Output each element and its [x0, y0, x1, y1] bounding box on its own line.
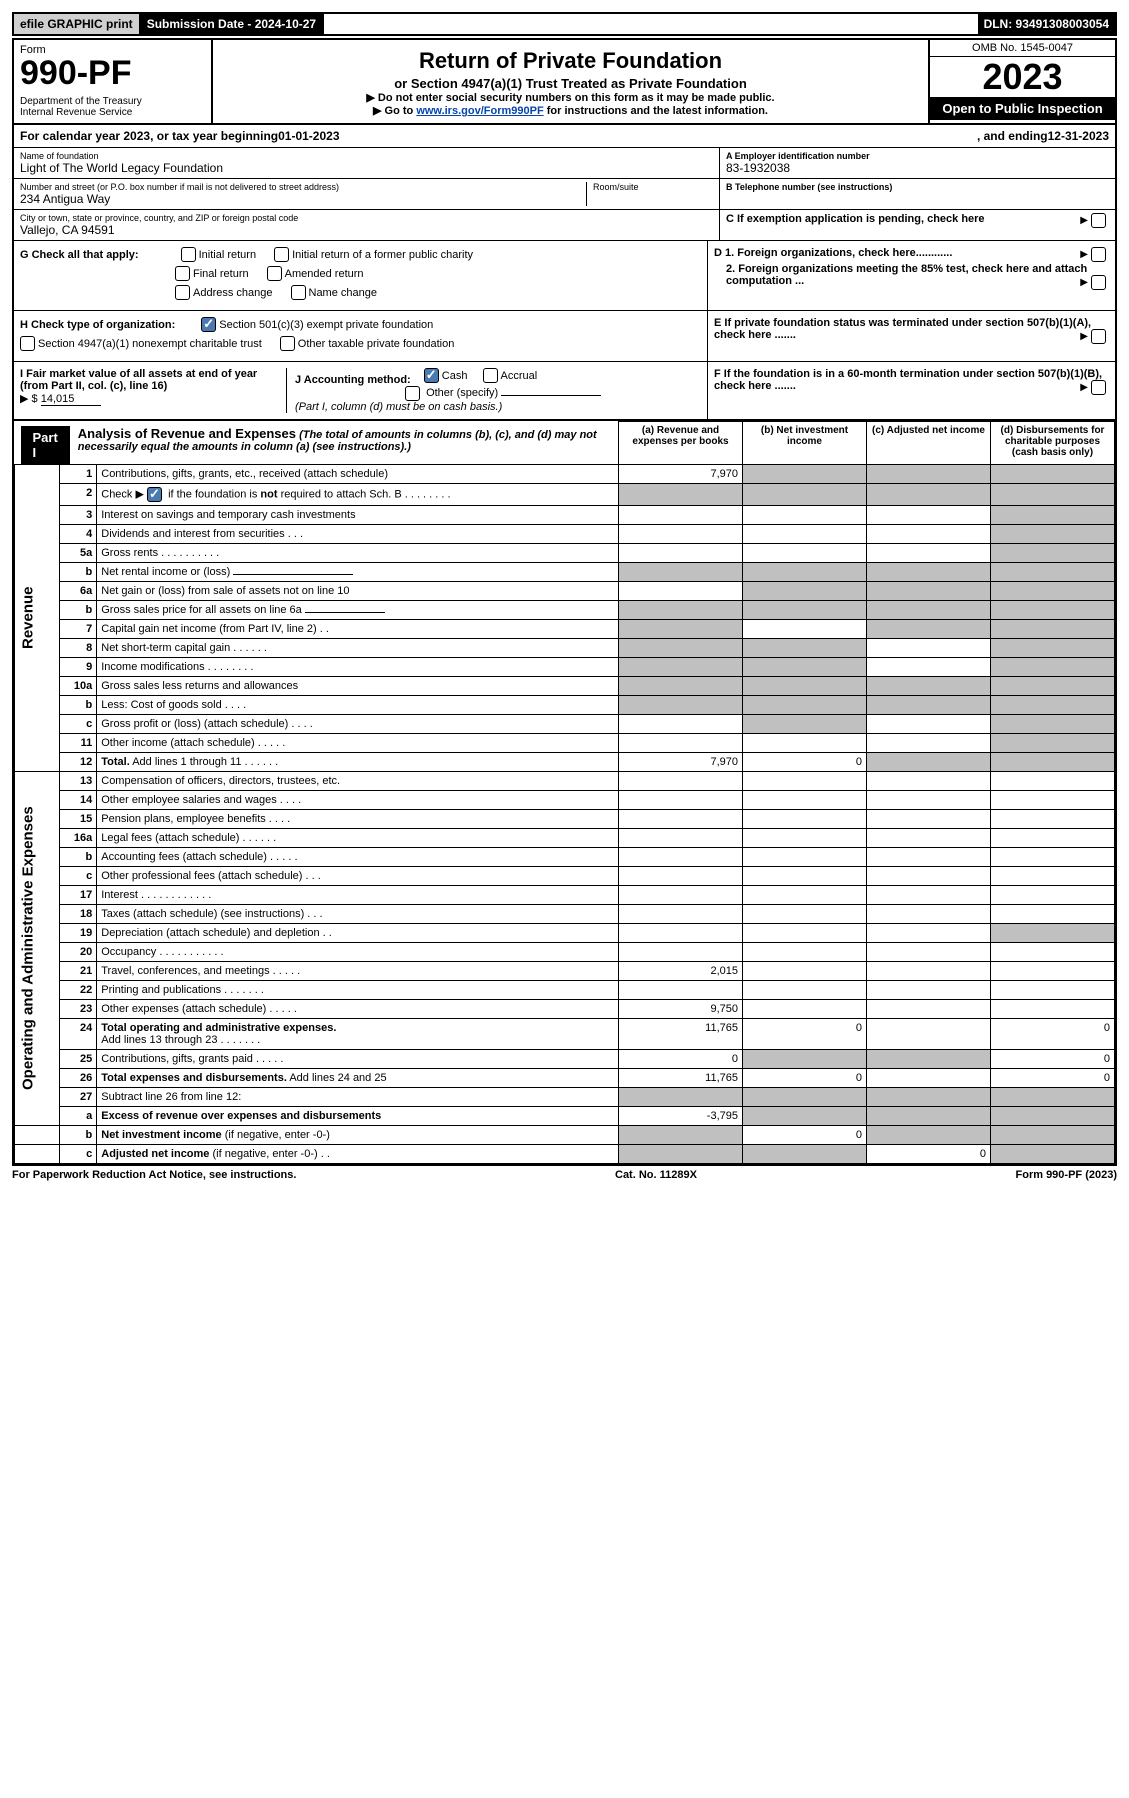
j-cash-checkbox[interactable]	[424, 368, 439, 383]
note-link: ▶ Go to www.irs.gov/Form990PF for instru…	[219, 104, 922, 117]
omb-number: OMB No. 1545-0047	[930, 40, 1115, 57]
r2-checkbox[interactable]	[147, 487, 162, 502]
paperwork-notice: For Paperwork Reduction Act Notice, see …	[12, 1169, 296, 1181]
g-initial-checkbox[interactable]	[181, 247, 196, 262]
g-amended-checkbox[interactable]	[267, 266, 282, 281]
top-bar: efile GRAPHIC print Submission Date - 20…	[12, 12, 1117, 36]
calendar-year-row: For calendar year 2023, or tax year begi…	[14, 125, 1115, 148]
ein-cell: A Employer identification number 83-1932…	[720, 148, 1115, 179]
efile-label: efile GRAPHIC print	[14, 14, 141, 34]
g-final-checkbox[interactable]	[175, 266, 190, 281]
tax-year: 2023	[930, 57, 1115, 97]
h-other-checkbox[interactable]	[280, 336, 295, 351]
g-section: G Check all that apply: Initial return I…	[14, 241, 707, 310]
j-accrual-checkbox[interactable]	[483, 368, 498, 383]
phone-cell: B Telephone number (see instructions)	[720, 179, 1115, 210]
dept-label: Department of the TreasuryInternal Reven…	[20, 96, 205, 118]
foundation-name: Light of The World Legacy Foundation	[20, 161, 713, 175]
g-d-row: G Check all that apply: Initial return I…	[14, 241, 1115, 311]
opex-label: Operating and Administrative Expenses	[15, 771, 60, 1125]
part1-label: Part I	[21, 426, 70, 464]
col-a-header: (a) Revenue and expenses per books	[619, 422, 743, 465]
form-header: Form 990-PF Department of the TreasuryIn…	[14, 40, 1115, 125]
exemption-pending-cell: C If exemption application is pending, c…	[720, 210, 1115, 228]
col-d-header: (d) Disbursements for charitable purpose…	[991, 422, 1115, 465]
form-title: Return of Private Foundation	[219, 48, 922, 74]
revenue-label: Revenue	[15, 464, 60, 771]
f-section: F If the foundation is in a 60-month ter…	[707, 362, 1115, 419]
city-state-zip: Vallejo, CA 94591	[20, 223, 713, 237]
begin-date: 01-01-2023	[278, 129, 339, 143]
d2-checkbox[interactable]	[1091, 275, 1106, 290]
address-cell: Number and street (or P.O. box number if…	[14, 179, 719, 210]
h-4947-checkbox[interactable]	[20, 336, 35, 351]
g-initial-former-checkbox[interactable]	[274, 247, 289, 262]
col-c-header: (c) Adjusted net income	[867, 422, 991, 465]
form-number: 990-PF	[20, 56, 205, 90]
c-checkbox[interactable]	[1091, 213, 1106, 228]
street-address: 234 Antigua Way	[20, 192, 592, 206]
d1-checkbox[interactable]	[1091, 247, 1106, 262]
header-right: OMB No. 1545-0047 2023 Open to Public In…	[928, 40, 1115, 123]
form-ref: Form 990-PF (2023)	[1016, 1169, 1118, 1181]
cat-no: Cat. No. 11289X	[615, 1169, 697, 1181]
i-j-f-row: I Fair market value of all assets at end…	[14, 362, 1115, 421]
h-section: H Check type of organization: Section 50…	[14, 311, 707, 361]
end-date: 12-31-2023	[1048, 129, 1109, 143]
irs-link[interactable]: www.irs.gov/Form990PF	[416, 105, 543, 117]
note-ssn: ▶ Do not enter social security numbers o…	[219, 91, 922, 104]
city-cell: City or town, state or province, country…	[14, 210, 719, 240]
part1-table: Part I Analysis of Revenue and Expenses …	[14, 421, 1115, 1164]
info-section: Name of foundation Light of The World Le…	[14, 148, 1115, 241]
f-checkbox[interactable]	[1091, 380, 1106, 395]
part1-title: Analysis of Revenue and Expenses (The to…	[70, 422, 618, 457]
d-section: D 1. Foreign organizations, check here..…	[707, 241, 1115, 310]
open-inspection: Open to Public Inspection	[930, 97, 1115, 120]
h-e-row: H Check type of organization: Section 50…	[14, 311, 1115, 362]
header-center: Return of Private Foundation or Section …	[213, 40, 928, 123]
submission-date: Submission Date - 2024-10-27	[141, 14, 324, 34]
dln: DLN: 93491308003054	[978, 14, 1115, 34]
header-left: Form 990-PF Department of the TreasuryIn…	[14, 40, 213, 123]
j-other-checkbox[interactable]	[405, 386, 420, 401]
g-name-checkbox[interactable]	[291, 285, 306, 300]
i-section: I Fair market value of all assets at end…	[20, 368, 287, 413]
form-subtitle: or Section 4947(a)(1) Trust Treated as P…	[219, 76, 922, 91]
h-501c3-checkbox[interactable]	[201, 317, 216, 332]
fmv-value: 14,015	[41, 393, 101, 406]
page-footer: For Paperwork Reduction Act Notice, see …	[12, 1166, 1117, 1181]
col-b-header: (b) Net investment income	[743, 422, 867, 465]
j-section: J Accounting method: Cash Accrual Other …	[287, 368, 701, 413]
ein: 83-1932038	[726, 161, 1109, 175]
e-checkbox[interactable]	[1091, 329, 1106, 344]
foundation-name-cell: Name of foundation Light of The World Le…	[14, 148, 719, 179]
e-section: E If private foundation status was termi…	[707, 311, 1115, 361]
g-address-checkbox[interactable]	[175, 285, 190, 300]
form-container: Form 990-PF Department of the TreasuryIn…	[12, 38, 1117, 1166]
